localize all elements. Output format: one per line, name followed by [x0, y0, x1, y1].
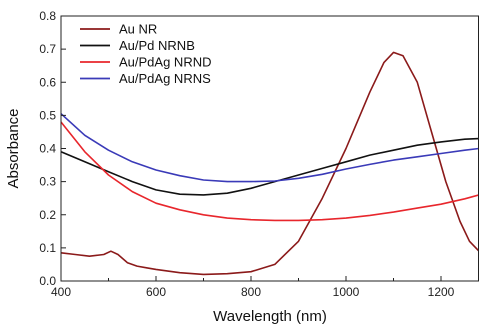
ticks-layer: 400 600 800 1000 1200 0.0 0.1 0.2 0.3 0.4 0.5 0.6 0.… — [39, 9, 454, 299]
legend-label: Au/PdAg NRND — [119, 55, 211, 70]
y-tick-label: 0.6 — [39, 75, 56, 89]
x-tick-label: 600 — [146, 285, 166, 299]
series-line-4 — [60, 113, 479, 183]
y-tick-label: 0.8 — [39, 9, 56, 23]
y-tick-label: 0.2 — [39, 208, 56, 222]
legend-label: Au NR — [119, 22, 157, 37]
y-tick-label: 0.7 — [39, 42, 56, 56]
y-axis-title: Absorbance — [5, 108, 22, 188]
x-axis-title: Wavelength (nm) — [213, 308, 327, 325]
x-tick-label: 400 — [51, 285, 71, 299]
y-tick-label: 0.5 — [39, 108, 56, 122]
y-tick-label: 0.4 — [39, 142, 56, 156]
series-layer — [60, 51, 479, 276]
series-line-1 — [60, 51, 479, 276]
legend-label: Au/Pd NRNB — [119, 38, 195, 53]
y-tick-label: 0.1 — [39, 241, 56, 255]
x-tick-label: 1200 — [428, 285, 455, 299]
y-tick-label: 0.3 — [39, 175, 56, 189]
legend-label: Au/PdAg NRNS — [119, 71, 211, 86]
y-tick-label: 0.0 — [39, 274, 56, 288]
x-tick-label: 1000 — [333, 285, 360, 299]
x-tick-label: 800 — [241, 285, 261, 299]
series-line-3 — [60, 121, 479, 222]
